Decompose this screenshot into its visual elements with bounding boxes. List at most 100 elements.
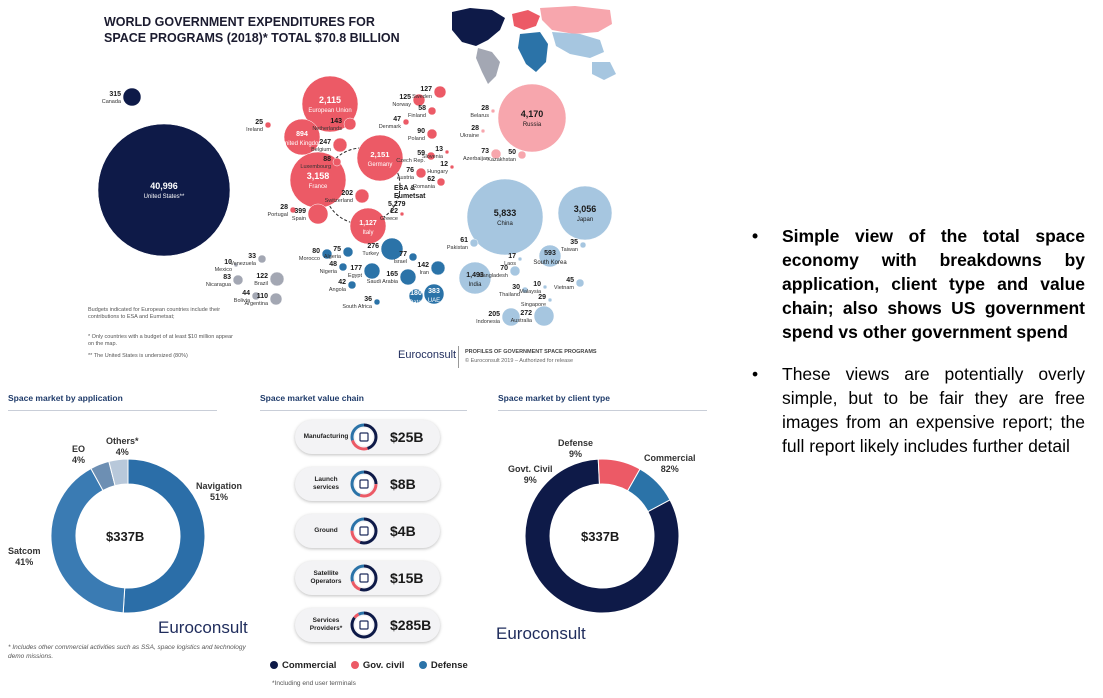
- bubble-value: 48: [329, 261, 337, 268]
- bubble-value: 383: [428, 288, 440, 295]
- value-chain-ring: [350, 423, 378, 451]
- bubble-value: 165: [386, 271, 398, 278]
- bubble-value: 42: [338, 279, 346, 286]
- bubble-name: Pakistan: [447, 245, 468, 251]
- bubble-mark: [264, 121, 272, 129]
- bubble-name: Morocco: [299, 256, 320, 262]
- application-title: Space market by application: [8, 393, 123, 403]
- bubble-mark: [458, 261, 492, 295]
- slice-commercial: [524, 458, 680, 614]
- bubble-value: 83: [223, 274, 231, 281]
- bubble-mark: [423, 283, 445, 305]
- bubble-mark: [349, 207, 387, 245]
- bubble-value: 17: [508, 253, 516, 260]
- bubble-value: 61: [460, 237, 468, 244]
- bubble-mark: [426, 128, 438, 140]
- bubble-mark: [538, 244, 562, 268]
- bubble-footnote-3: ** The United States is undersized (80%): [88, 353, 188, 359]
- bubble-value: 122: [256, 273, 268, 280]
- bubble-name: Nicaragua: [206, 282, 232, 288]
- bubble-japan: 3,056 Japan: [557, 185, 613, 241]
- bubble-mark: [412, 93, 426, 107]
- bubble-value: 88: [323, 156, 331, 163]
- label-eo: EO 4%: [72, 444, 86, 465]
- bullet-text-2: These views are potentially overly simpl…: [782, 364, 1085, 456]
- bubble-mark: [307, 203, 329, 225]
- bubble-value: 25: [255, 119, 263, 126]
- bubble-name: Italy: [362, 230, 373, 236]
- slice-defense: [627, 468, 671, 513]
- value-chain-value: $4B: [390, 523, 416, 539]
- bubble-chart: [452, 6, 616, 84]
- bubble-mark: [436, 177, 446, 187]
- bubble-value: 77: [399, 251, 407, 258]
- bubble-value: 40,996: [150, 181, 178, 191]
- bubble-name: Iran: [420, 270, 429, 276]
- bubble-mark: [449, 164, 455, 170]
- bubble-name: Spain: [292, 216, 306, 222]
- bubble-value: 59: [417, 150, 425, 157]
- bubble-value: 125: [399, 94, 411, 101]
- bubble-name: Canada: [102, 99, 122, 105]
- bubble-name: Netherlands: [312, 126, 342, 132]
- bubble-name: South Africa: [342, 304, 373, 310]
- client-brand-logo: Euroconsult: [496, 624, 586, 643]
- bubble-mark: [402, 118, 410, 126]
- bubble-mark: [343, 117, 357, 131]
- bubble-mark: [490, 148, 502, 160]
- bubble-value: 894: [296, 131, 308, 138]
- bubble-name: Kazakhstan: [487, 157, 516, 163]
- esa-dashed-circle: [323, 147, 401, 225]
- bubble-value: 399: [294, 208, 306, 215]
- value-chain-row: Ground $4B: [295, 514, 440, 548]
- bubble-mark: [542, 284, 548, 290]
- bubble-name: Sweden: [412, 94, 432, 100]
- bubble-name: Czech Rep.: [396, 158, 425, 164]
- bubble-mark: [399, 211, 405, 217]
- bubble-value: 70: [500, 265, 508, 272]
- bubble-value: 80: [312, 248, 320, 255]
- bubble-mark: [269, 271, 285, 287]
- bubble-name: Finland: [408, 113, 426, 119]
- segment-icon: [359, 526, 369, 536]
- bubble-value: 180: [410, 290, 422, 297]
- bubble-mark: [301, 75, 359, 133]
- bubble-value: 4,170: [521, 109, 544, 119]
- bubble-mark: [533, 305, 555, 327]
- bubble-name: Thailand: [499, 292, 520, 298]
- bubble-name: Japan: [577, 217, 593, 223]
- bubble-value: 3,158: [307, 171, 330, 181]
- label-navigation: Navigation 51%: [196, 481, 243, 502]
- bubble-value: 1,493: [466, 272, 484, 279]
- bubble-mark: [122, 87, 142, 107]
- bullet-dot: •: [752, 364, 759, 384]
- label-others: Others* 4%: [106, 436, 139, 457]
- bubble-name: India: [468, 282, 482, 288]
- bubble-value: 47: [393, 116, 401, 123]
- ring-gov-civil: [350, 423, 378, 451]
- bubble-value: 2,115: [319, 95, 341, 105]
- bubble-qatar: 180 Qatar: [408, 288, 424, 306]
- bubble-name: France: [309, 184, 328, 190]
- bubble-mark: [427, 106, 437, 116]
- legend-gov-civil: Gov. civil: [350, 660, 404, 671]
- bubble-value: 202: [341, 190, 353, 197]
- bubble-name: Taiwan: [561, 247, 578, 253]
- application-footnote: * Includes other commercial activities s…: [8, 644, 246, 660]
